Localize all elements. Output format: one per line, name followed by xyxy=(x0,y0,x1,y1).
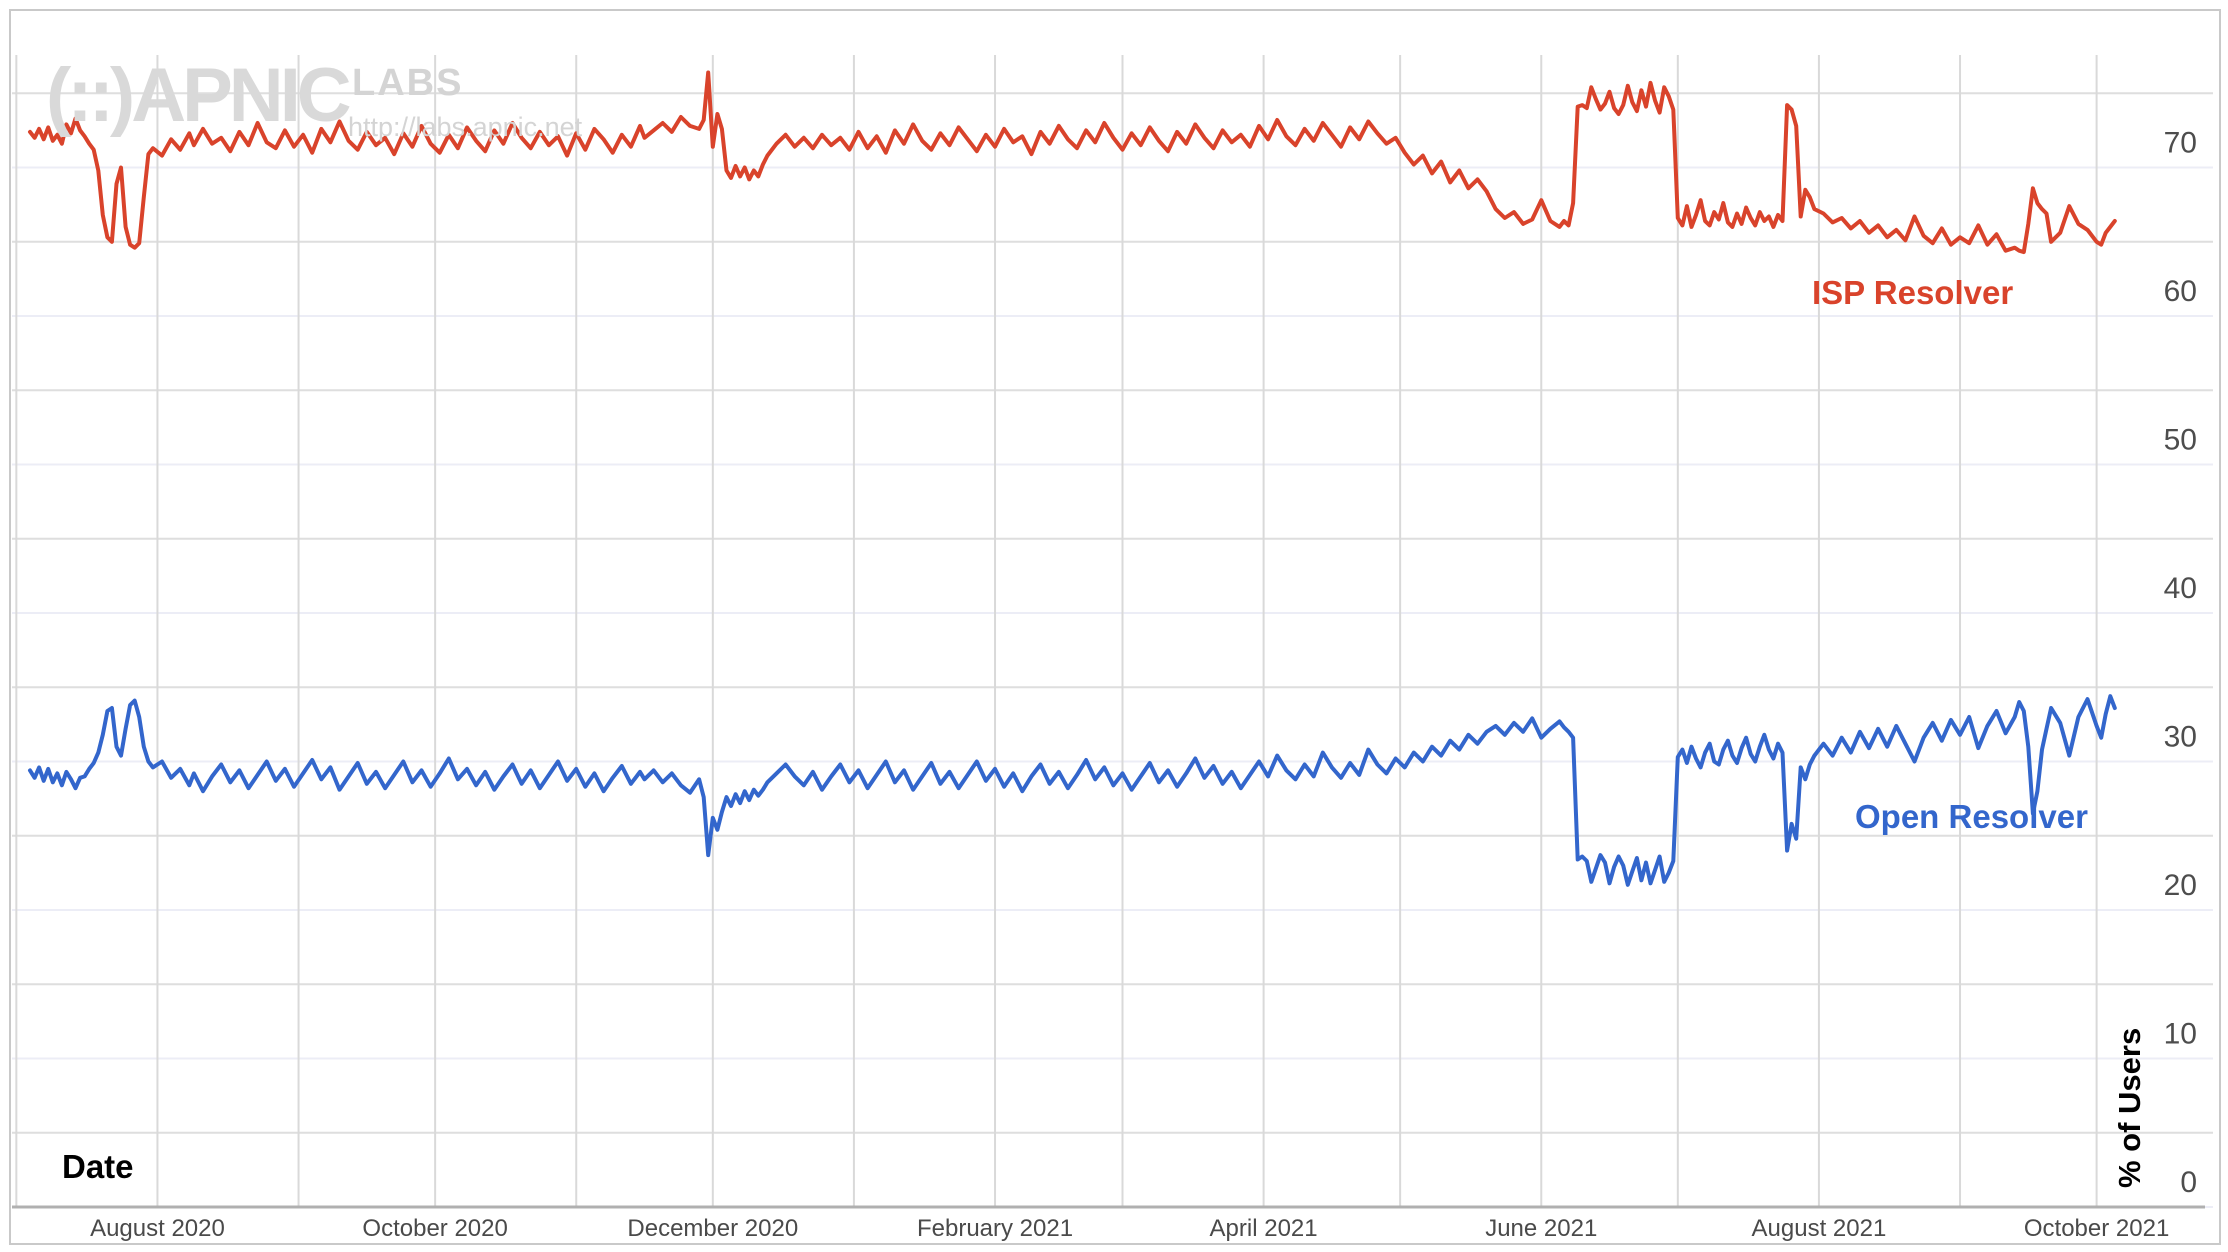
x-tick-label-october-2021: October 2021 xyxy=(2024,1215,2169,1242)
x-tick-label-june-2021: June 2021 xyxy=(1485,1215,1597,1242)
x-tick-label-february-2021: February 2021 xyxy=(917,1215,1073,1242)
x-tick-label-august-2020: August 2020 xyxy=(90,1215,225,1242)
y-tick-label-10: 10 xyxy=(2164,1018,2197,1051)
x-tick-label-august-2021: August 2021 xyxy=(1752,1215,1887,1242)
isp-resolver-series-label: ISP Resolver xyxy=(1812,274,2014,311)
y-tick-label-0: 0 xyxy=(2180,1166,2197,1199)
open-resolver-line[interactable] xyxy=(28,694,2117,887)
y-tick-label-20: 20 xyxy=(2164,869,2197,902)
open-resolver-series-label: Open Resolver xyxy=(1855,798,2088,835)
x-tick-label-october-2020: October 2020 xyxy=(362,1215,507,1242)
y-tick-label-50: 50 xyxy=(2164,424,2197,457)
apnic-labs-url-watermark: http://labs.apnic.net xyxy=(348,112,583,142)
y-tick-label-70: 70 xyxy=(2164,127,2197,160)
apnic-labs-watermark: LABS xyxy=(352,62,464,104)
x-axis-title: Date xyxy=(62,1148,134,1185)
y-tick-label-40: 40 xyxy=(2164,572,2197,605)
x-tick-label-april-2021: April 2021 xyxy=(1210,1215,1318,1242)
apnic-logo-watermark: (::)APNIC xyxy=(46,53,352,138)
chart-border xyxy=(9,9,2221,1245)
y-tick-label-60: 60 xyxy=(2164,275,2197,308)
y-tick-label-30: 30 xyxy=(2164,721,2197,754)
x-tick-label-december-2020: December 2020 xyxy=(627,1215,798,1242)
isp-resolver-line[interactable] xyxy=(28,70,2117,255)
